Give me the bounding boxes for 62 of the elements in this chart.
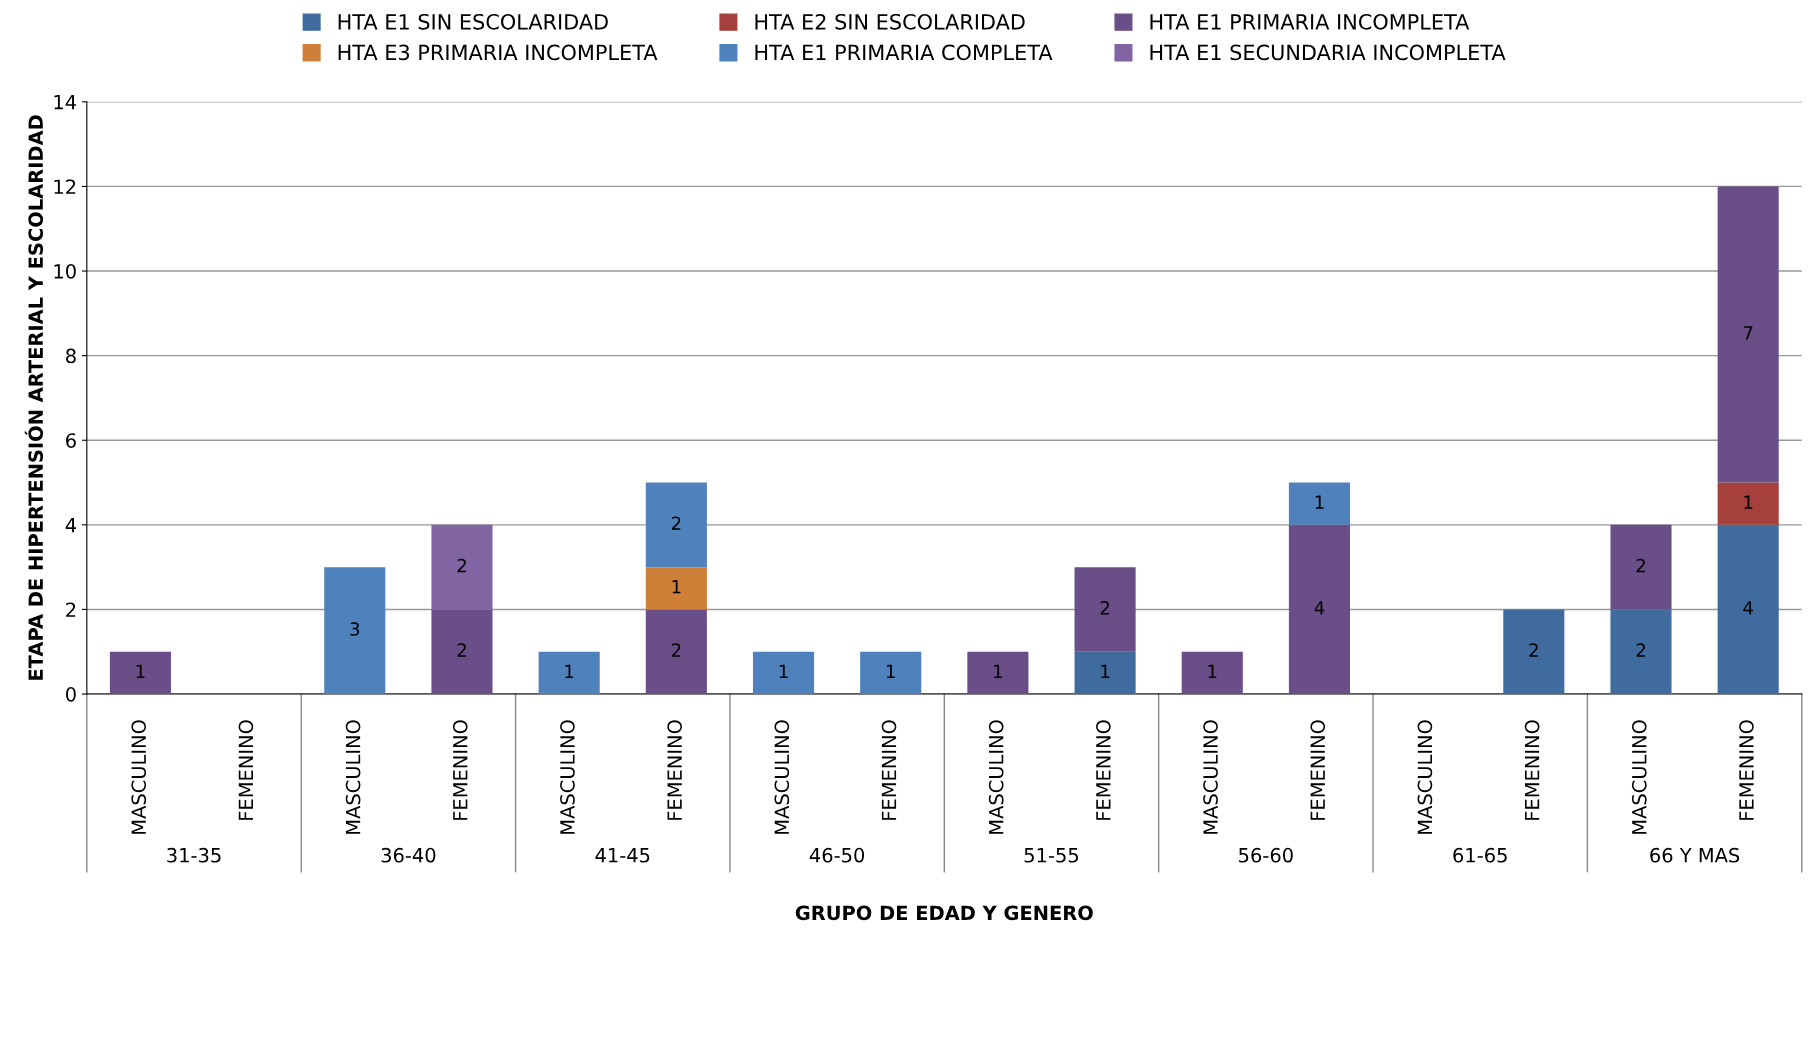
x-axis-title: GRUPO DE EDAD Y GENERO — [795, 905, 1093, 921]
data-label: 2 — [457, 643, 466, 657]
data-label: 2 — [1529, 643, 1538, 657]
text: 56-60 — [1239, 847, 1293, 863]
text: 51-55 — [1024, 848, 1079, 863]
y-axis-title: ETAPA DE HIPERTENSIÓN ARTERIAL Y ESCOLARIDAD — [24, 115, 44, 680]
y-tick-label: 4 — [65, 518, 77, 533]
data-label: 1 — [1744, 495, 1753, 509]
x-tick-label: MASCULINO — [131, 720, 147, 834]
data-label: 4 — [1743, 601, 1753, 615]
x-tick-label: FEMENINO — [1739, 720, 1754, 820]
x-tick-label: MASCULINO — [1417, 720, 1433, 834]
data-label: 1 — [779, 664, 788, 678]
legend-label: HTA E1 PRIMARIA INCOMPLETA — [1150, 13, 1470, 30]
data-label: 2 — [1636, 558, 1645, 573]
data-label: 1 — [1315, 495, 1324, 509]
data-label: 7 — [1743, 326, 1753, 340]
x-tick-label: FEMENINO — [881, 720, 897, 820]
legend-label: HTA E3 PRIMARIA INCOMPLETA — [338, 44, 658, 61]
data-label: 1 — [565, 664, 574, 678]
x-tick-label: MASCULINO — [774, 720, 790, 834]
y-tick-label: 6 — [66, 433, 76, 448]
x-tick-label: FEMENINO — [1524, 720, 1540, 820]
y-tick-label: 10 — [54, 263, 76, 279]
data-label: 1 — [1208, 664, 1217, 678]
x-tick-label: FEMENINO — [1096, 720, 1111, 820]
data-label: 1 — [994, 664, 1002, 678]
text: 36-40 — [381, 847, 436, 863]
data-label: 1 — [672, 580, 681, 594]
legend-label: HTA E1 PRIMARIA COMPLETA — [755, 44, 1053, 61]
data-label: 2 — [1636, 643, 1645, 657]
x-tick-label: FEMENINO — [1310, 720, 1326, 820]
x-tick-label: MASCULINO — [1631, 720, 1647, 834]
x-tick-label: MASCULINO — [560, 720, 575, 834]
text: 61-65 — [1453, 847, 1507, 863]
data-label: 2 — [671, 516, 681, 530]
text: 66 Y MAS — [1650, 847, 1740, 863]
data-label: 1 — [136, 664, 145, 678]
x-tick-label: MASCULINO — [1203, 720, 1218, 834]
data-label: 4 — [1314, 601, 1325, 615]
data-label: 1 — [886, 664, 895, 678]
y-tick-label: 14 — [54, 95, 77, 110]
x-tick-label: FEMENINO — [667, 720, 682, 820]
y-tick-label: 0 — [66, 687, 76, 702]
x-tick-label: MASCULINO — [345, 720, 361, 834]
text: 46-50 — [809, 847, 865, 863]
data-label: 2 — [671, 643, 681, 657]
legend-label: HTA E1 SECUNDARIA INCOMPLETA — [1150, 44, 1506, 61]
x-tick-label: MASCULINO — [988, 720, 1004, 834]
data-label: 2 — [1100, 601, 1110, 615]
y-tick-label: 12 — [54, 179, 76, 194]
x-tick-label: FEMENINO — [238, 720, 254, 820]
x-tick-label: FEMENINO — [452, 720, 468, 820]
data-label: 3 — [350, 622, 360, 636]
y-tick-label: 8 — [66, 348, 76, 364]
legend-label: HTA E2 SIN ESCOLARIDAD — [755, 13, 1025, 30]
text: 41-45 — [595, 848, 650, 863]
y-tick-label: 2 — [66, 602, 76, 617]
text: 31-35 — [167, 847, 221, 863]
data-label: 1 — [1101, 664, 1110, 678]
data-label: 2 — [457, 558, 466, 573]
legend-label: HTA E1 SIN ESCOLARIDAD — [338, 13, 608, 30]
